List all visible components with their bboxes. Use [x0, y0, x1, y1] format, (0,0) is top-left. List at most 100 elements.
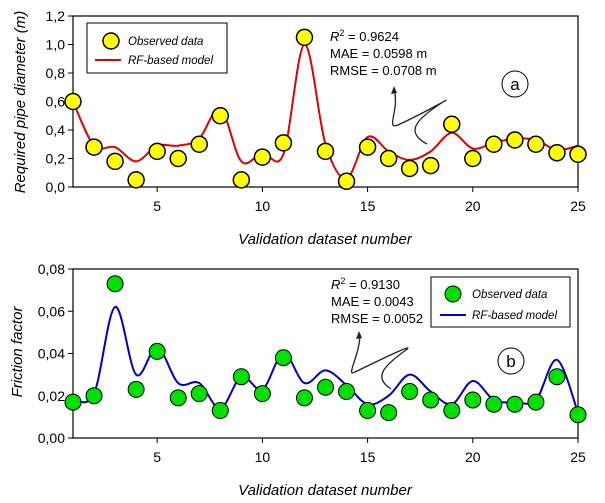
stats-annotation: R2 = 0.9624 MAE = 0.0598 m RMSE = 0.0708… — [330, 28, 447, 145]
observed-data-point — [148, 342, 166, 360]
y-tick-label: 0,02 — [38, 388, 65, 404]
observed-data-point — [548, 368, 566, 386]
y-axis-title: Friction factor — [9, 306, 26, 398]
rmse-annotation: RMSE = 0.0052 — [331, 311, 423, 326]
annotation-arrow-line — [391, 88, 447, 145]
legend-observed-label: Observed data — [472, 289, 547, 301]
x-tick-label: 10 — [255, 198, 271, 214]
observed-data-point — [506, 395, 524, 413]
legend-observed-label: Observed data — [128, 36, 203, 48]
legend: Observed data RF-based model — [86, 22, 228, 74]
panel-label-circle — [497, 347, 525, 375]
observed-data-point — [64, 393, 82, 411]
observed-data-point — [64, 92, 82, 111]
observed-data-point — [106, 275, 124, 293]
panel-label-a: a — [510, 75, 520, 94]
y-tick-label: 0,0 — [46, 179, 66, 195]
mae-annotation: MAE = 0.0043 — [331, 294, 414, 309]
panel-label-b: b — [506, 352, 515, 371]
x-tick-label: 25 — [570, 198, 586, 214]
observed-data-point — [211, 107, 230, 125]
y-axis-ticks: 0,00 0,02 0,04 0,06 0,08 — [38, 261, 73, 446]
observed-data-point — [338, 383, 356, 401]
y-tick-label: 0,4 — [46, 122, 66, 138]
observed-data-point — [317, 378, 334, 396]
observed-data-point — [253, 148, 272, 166]
legend-observed-marker — [102, 32, 120, 50]
observed-data-point — [295, 28, 314, 47]
y-tick-label: 0,6 — [46, 94, 66, 110]
observed-data-point — [380, 404, 398, 422]
observed-data-point — [232, 368, 250, 386]
y-tick-label: 0,8 — [46, 65, 66, 81]
observed-data-point — [422, 391, 440, 409]
observed-data-point — [379, 149, 398, 168]
observed-data-point — [464, 391, 482, 409]
observed-data-point — [169, 149, 187, 168]
chart-panel-b: 0,00 0,02 0,04 0,06 0,08 5 10 15 20 25 Validatio… — [9, 261, 587, 499]
legend-model-label: RF-based model — [472, 310, 557, 322]
y-tick-label: 0,06 — [38, 303, 65, 319]
x-axis-ticks: 5 10 15 20 25 — [153, 438, 586, 465]
observed-data-point — [169, 389, 187, 407]
legend-observed-marker — [444, 285, 462, 303]
x-axis-ticks: 5 10 15 20 25 — [153, 187, 586, 214]
r2-annotation: R2 = 0.9130 — [331, 276, 400, 292]
annotation-arrow-head-icon — [391, 86, 397, 94]
observed-data-point — [274, 349, 292, 367]
observed-points-series — [64, 28, 587, 191]
x-tick-label: 5 — [153, 198, 161, 214]
observed-data-point — [106, 152, 124, 171]
observed-data-point — [400, 159, 419, 178]
observed-data-point — [337, 172, 356, 191]
observed-data-point — [527, 393, 545, 411]
observed-data-point — [569, 145, 587, 163]
stats-annotation: R2 = 0.9130 MAE = 0.0043 RMSE = 0.0052 — [331, 276, 423, 390]
chart-panel-a: 0,0 0,2 0,4 0,6 0,8 1,0 1,2 5 10 15 20 25 Validati… — [12, 8, 587, 248]
observed-data-point — [190, 135, 208, 153]
y-tick-label: 0,04 — [38, 346, 65, 362]
observed-data-point — [569, 406, 587, 424]
observed-data-point — [85, 138, 103, 156]
y-tick-label: 0,08 — [38, 261, 65, 277]
observed-data-point — [295, 389, 313, 407]
observed-data-point — [232, 171, 251, 189]
observed-points-series — [64, 275, 587, 424]
observed-data-point — [211, 402, 229, 420]
observed-data-point — [253, 385, 271, 403]
x-tick-label: 5 — [153, 449, 161, 465]
observed-data-point — [485, 135, 503, 153]
observed-data-point — [443, 115, 461, 134]
observed-data-point — [464, 149, 482, 168]
observed-data-point — [127, 380, 145, 398]
y-tick-label: 1,2 — [46, 8, 66, 24]
y-axis-ticks: 0,0 0,2 0,4 0,6 0,8 1,0 1,2 — [46, 8, 73, 195]
panel-label-circle — [501, 70, 529, 98]
annotation-arrow-line — [350, 333, 409, 390]
observed-data-point — [506, 131, 524, 149]
rmse-annotation: RMSE = 0.0708 m — [330, 63, 437, 78]
annotation-arrow-head-icon — [356, 331, 362, 339]
mae-annotation: MAE = 0.0598 m — [330, 46, 427, 61]
x-tick-label: 25 — [570, 449, 586, 465]
observed-data-point — [85, 387, 103, 405]
observed-data-point — [190, 385, 208, 403]
x-tick-label: 20 — [465, 449, 481, 465]
y-axis-title: Required pipe diameter (m) — [12, 11, 29, 194]
observed-data-point — [443, 402, 461, 420]
legend-model-label: RF-based model — [128, 55, 213, 67]
x-tick-label: 20 — [465, 198, 481, 214]
observed-data-point — [548, 144, 566, 162]
y-tick-label: 0,00 — [38, 430, 65, 446]
observed-data-point — [527, 135, 545, 153]
y-tick-label: 1,0 — [46, 37, 66, 53]
observed-data-point — [485, 395, 503, 413]
observed-data-point — [421, 156, 440, 175]
r2-annotation: R2 = 0.9624 — [330, 28, 399, 44]
x-tick-label: 15 — [360, 198, 376, 214]
x-axis-title: Validation dataset number — [238, 482, 413, 499]
y-tick-label: 0,2 — [46, 151, 66, 167]
observed-data-point — [401, 383, 419, 401]
legend: Observed data RF-based model — [430, 276, 571, 328]
